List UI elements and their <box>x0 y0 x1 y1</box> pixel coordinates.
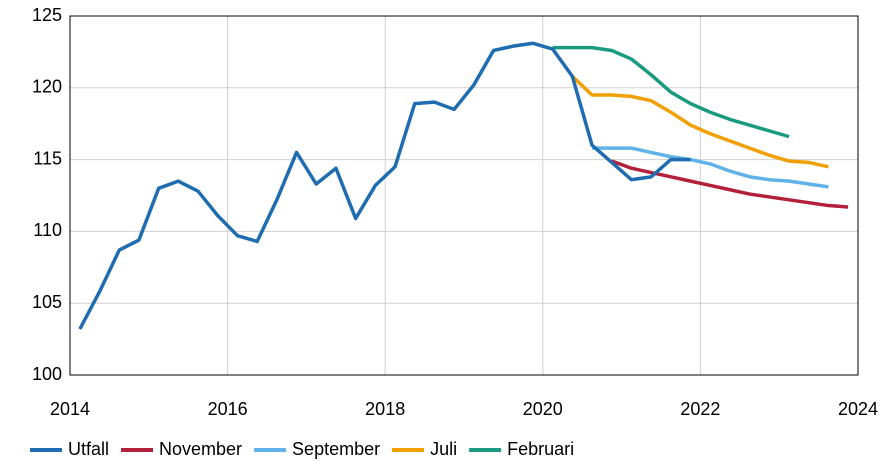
line-series <box>611 159 849 209</box>
y-tick-label: 100 <box>32 364 62 384</box>
legend-label: September <box>292 439 380 459</box>
y-tick-label: 110 <box>33 220 62 240</box>
line-series <box>552 45 790 139</box>
legend-label: November <box>159 439 242 459</box>
legend-label: Juli <box>430 439 457 459</box>
plot-frame <box>69 15 859 376</box>
y-tick-label: 125 <box>32 5 62 25</box>
line-series <box>571 75 829 169</box>
x-tick-label: 2020 <box>523 399 563 419</box>
x-tick-label: 2014 <box>50 399 90 419</box>
y-tick-label: 115 <box>33 148 62 168</box>
y-tick-label: 120 <box>32 77 62 97</box>
legend-label: Utfall <box>68 439 109 459</box>
line-series <box>592 146 829 189</box>
y-tick-label: 105 <box>32 292 62 312</box>
legend-label: Februari <box>507 439 574 459</box>
x-tick-label: 2016 <box>208 399 248 419</box>
x-tick-label: 2018 <box>365 399 405 419</box>
line-series <box>78 41 691 330</box>
x-tick-label: 2024 <box>838 399 878 419</box>
x-tick-label: 2022 <box>680 399 720 419</box>
